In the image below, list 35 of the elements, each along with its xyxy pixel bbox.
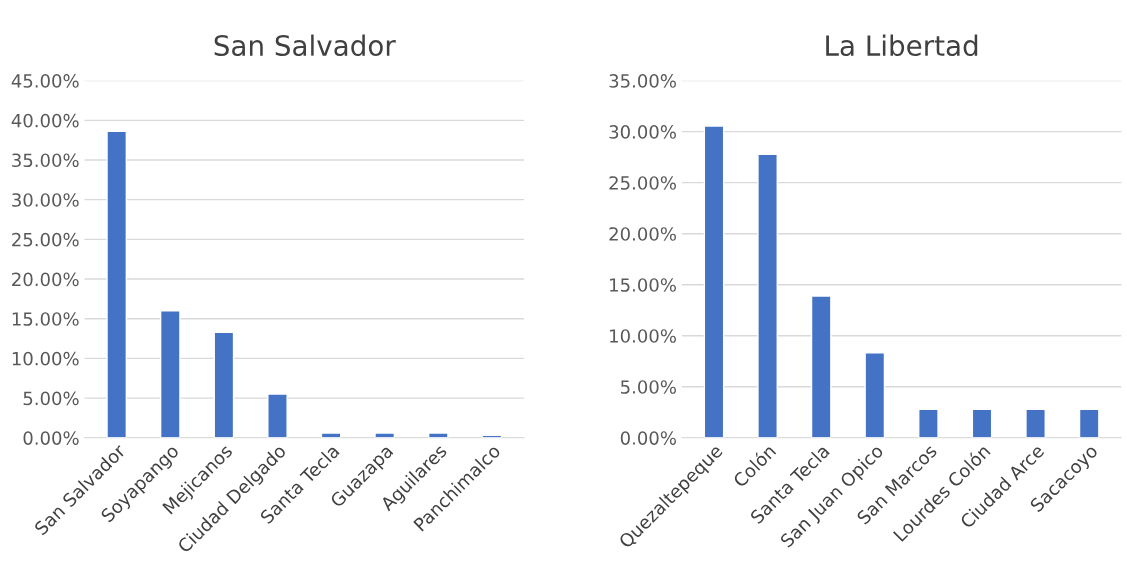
bar bbox=[374, 432, 396, 438]
bar bbox=[213, 331, 235, 438]
bar bbox=[106, 130, 128, 438]
bar bbox=[864, 352, 886, 438]
y-tick-label: 20.00% bbox=[609, 227, 676, 241]
y-tick-label: 15.00% bbox=[12, 312, 79, 326]
y-tick-label: 5.00% bbox=[621, 380, 676, 394]
bar bbox=[427, 432, 449, 438]
bar bbox=[810, 295, 832, 438]
y-tick-label: 30.00% bbox=[609, 125, 676, 139]
bar bbox=[267, 393, 288, 438]
y-tick-label: 15.00% bbox=[610, 278, 676, 292]
y-tick-label: 10.00% bbox=[610, 329, 676, 343]
bar bbox=[320, 432, 342, 438]
y-tick-label: 0.00% bbox=[620, 431, 676, 445]
bar bbox=[971, 408, 993, 438]
y-tick-label: 45.00% bbox=[11, 74, 79, 88]
bar bbox=[918, 408, 939, 438]
bar bbox=[1025, 408, 1046, 438]
y-tick-label: 5.00% bbox=[23, 391, 79, 406]
y-tick-label: 35.00% bbox=[12, 153, 79, 168]
chart-title: San Salvador bbox=[214, 34, 396, 57]
y-tick-label: 30.00% bbox=[12, 193, 79, 207]
bar bbox=[757, 153, 778, 438]
chart-title: La Libertad bbox=[826, 34, 978, 57]
y-tick-label: 25.00% bbox=[12, 232, 79, 247]
y-tick-label: 35.00% bbox=[609, 74, 676, 88]
y-tick-label: 25.00% bbox=[609, 176, 676, 190]
bar bbox=[159, 310, 181, 438]
y-tick-label: 0.00% bbox=[23, 431, 79, 445]
y-tick-label: 40.00% bbox=[11, 113, 79, 128]
y-tick-label: 10.00% bbox=[12, 351, 79, 366]
bar bbox=[703, 125, 725, 438]
y-tick-label: 20.00% bbox=[12, 272, 79, 287]
bar bbox=[1078, 408, 1100, 438]
